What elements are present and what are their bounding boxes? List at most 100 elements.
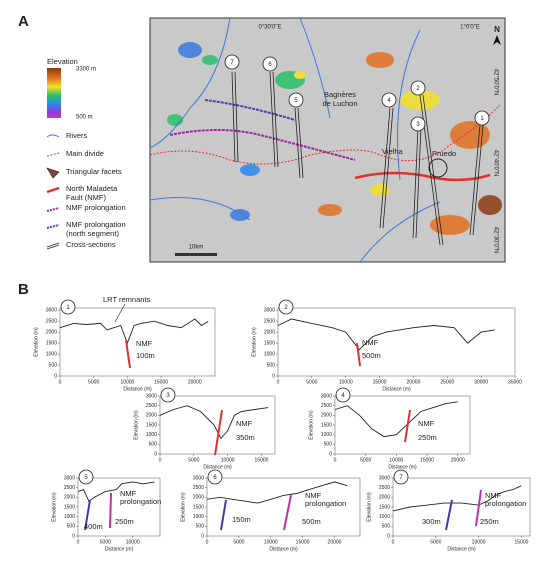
profile-marker (393, 469, 409, 485)
legend-label: Fault (NMF) (66, 193, 107, 202)
profile-number: 1 (66, 305, 70, 311)
y-tick-label: 1500 (193, 504, 204, 510)
profile-number: 2 (284, 305, 288, 311)
y-tick-label: 500 (324, 442, 333, 448)
y-tick-label: 1500 (321, 422, 332, 428)
y-tick-label: 2000 (64, 495, 75, 501)
annotation: NMF (418, 419, 435, 428)
annotation: NMF (485, 491, 502, 500)
panel-label: A (18, 13, 29, 30)
annotation: 300m (422, 517, 441, 526)
legend-label: NMF prolongation (66, 220, 126, 229)
x-tick-label: 10000 (264, 539, 278, 545)
fault-offset (220, 499, 227, 531)
section-marker (410, 116, 426, 132)
fault-offset (356, 342, 361, 367)
section-number: 6 (268, 62, 272, 68)
legend-swatch (46, 152, 60, 157)
x-tick-label: 15000 (296, 539, 310, 545)
y-tick-label: 3000 (379, 475, 390, 481)
annotation: prolongation (305, 499, 346, 508)
x-tick-label: 0 (59, 379, 62, 385)
section-marker (410, 80, 426, 96)
y-tick-label: 1000 (379, 514, 390, 520)
x-tick-label: 25000 (440, 379, 454, 385)
x-tick-label: 5000 (100, 539, 111, 545)
x-tick-label: 20000 (188, 379, 202, 385)
y-tick-label: 1500 (264, 340, 275, 346)
y-tick-label: 500 (196, 524, 205, 530)
section-number: 2 (416, 86, 420, 92)
annotation: 500m (302, 517, 321, 526)
place-label: Vielha (382, 147, 404, 156)
x-tick-label: 10000 (339, 379, 353, 385)
x-tick-label: 0 (277, 379, 280, 385)
profile-number: 7 (399, 475, 403, 481)
legend-swatch (46, 167, 60, 179)
x-tick-label: 0 (206, 539, 209, 545)
profile-marker (207, 469, 223, 485)
profile-line (159, 405, 269, 440)
y-tick-label: 1000 (64, 514, 75, 520)
y-tick-label: 0 (201, 533, 204, 539)
annotation: NMF (120, 489, 137, 498)
scale-bar-label: 10km (189, 245, 204, 251)
x-tick-label: 5000 (306, 379, 317, 385)
x-tick-label: 30000 (474, 379, 488, 385)
profile-number: 5 (84, 475, 88, 481)
plot-frame (277, 307, 516, 377)
map: 10km 0°30'0"E 1°0'0"E 42°50'0"N 42°40'0"… (149, 17, 506, 263)
x-axis-label: Distance (m) (382, 386, 411, 392)
y-tick-label: 0 (329, 451, 332, 457)
profile-line (334, 401, 458, 438)
y-axis-label: Elevation (m) (366, 492, 372, 522)
x-tick-label: 20000 (328, 539, 342, 545)
y-tick-label: 2500 (193, 485, 204, 491)
y-tick-label: 2000 (146, 413, 157, 419)
legend-label: Rivers (66, 131, 88, 140)
section-number: 7 (230, 60, 234, 66)
annotation: 400m (84, 522, 103, 531)
plot-frame (334, 395, 471, 455)
scale-max: 3300 m (76, 67, 96, 73)
annotation: 250m (115, 517, 134, 526)
y-tick-label: 1500 (379, 504, 390, 510)
x-tick-label: 15000 (255, 457, 269, 463)
y-axis-label: Elevation (m) (51, 492, 57, 522)
profile-number: 4 (341, 393, 345, 399)
x-tick-label: 5000 (233, 539, 244, 545)
y-tick-label: 2500 (321, 403, 332, 409)
annotation: NMF (236, 419, 253, 428)
fault-offset (404, 409, 411, 443)
y-tick-label: 2000 (264, 329, 275, 335)
top-coord: 1°0'0"E (460, 25, 480, 31)
y-tick-label: 1500 (146, 422, 157, 428)
y-tick-label: 2500 (46, 318, 57, 324)
profile-number: 6 (213, 475, 217, 481)
x-axis-label: Distance (m) (269, 546, 298, 552)
x-tick-label: 20000 (451, 457, 465, 463)
y-tick-label: 2000 (379, 495, 390, 501)
x-tick-label: 0 (334, 457, 337, 463)
annotation: 250m (418, 433, 437, 442)
y-tick-label: 3000 (264, 308, 275, 314)
x-tick-label: 0 (159, 457, 162, 463)
y-tick-label: 2500 (379, 485, 390, 491)
y-tick-label: 2500 (146, 403, 157, 409)
scale-min: 500 m (76, 115, 93, 121)
right-coord: 42°50'0"N (492, 69, 498, 96)
y-tick-label: 500 (67, 524, 76, 530)
right-coord: 42°40'0"N (492, 150, 498, 177)
fault-offset (125, 339, 131, 369)
y-tick-label: 0 (387, 533, 390, 539)
profile-line (59, 318, 209, 345)
y-tick-label: 2000 (321, 413, 332, 419)
y-tick-label: 1500 (46, 340, 57, 346)
legend-label: NMF prolongation (66, 203, 126, 212)
section-marker (381, 92, 397, 108)
profile-marker (278, 299, 294, 315)
fault-offset (214, 409, 223, 456)
x-tick-label: 20000 (406, 379, 420, 385)
y-tick-label: 3000 (321, 393, 332, 399)
